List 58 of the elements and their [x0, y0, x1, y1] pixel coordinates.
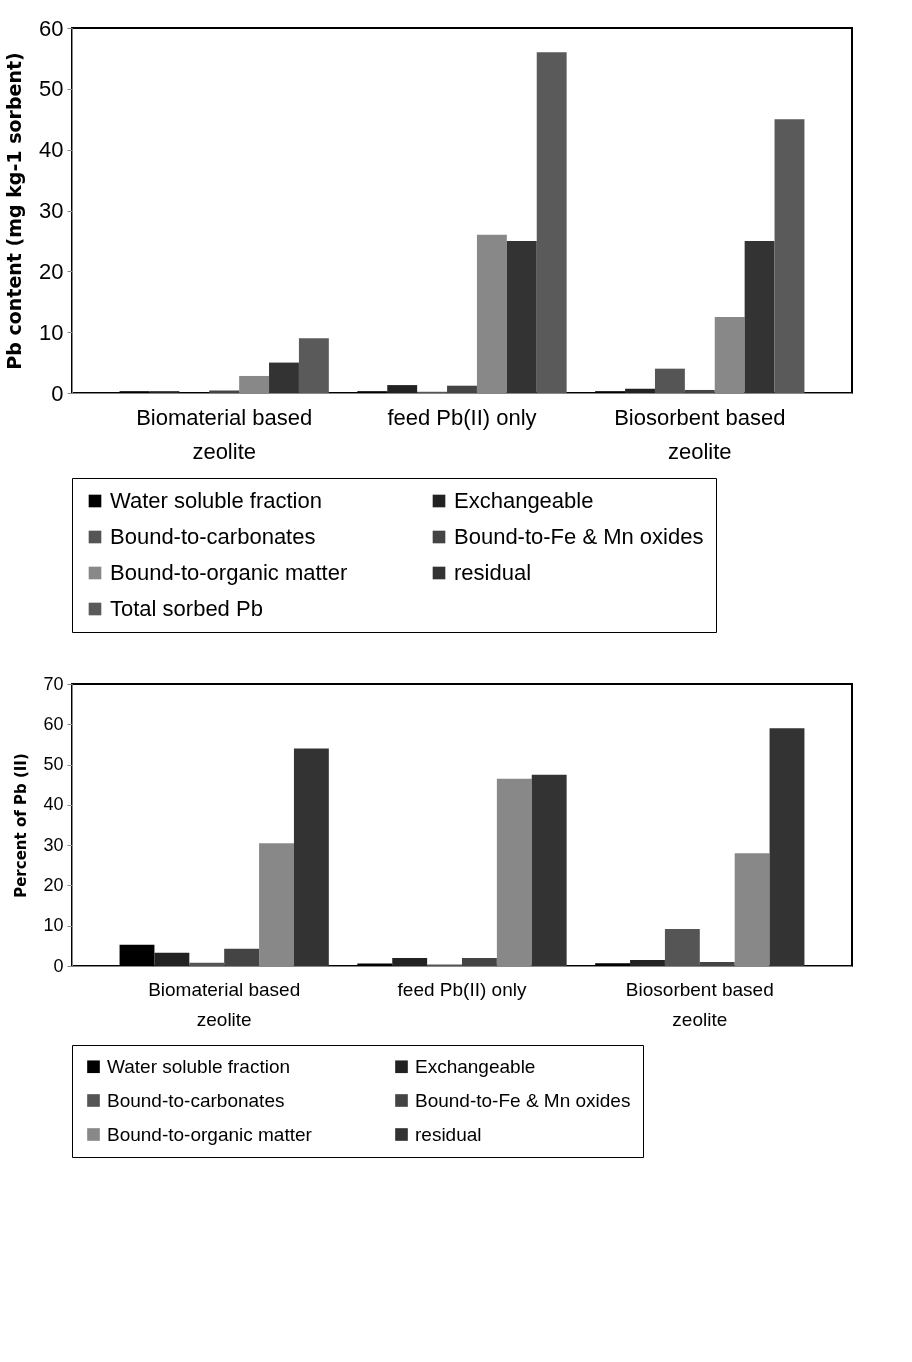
legend-label: Bound-to-organic matter: [107, 1123, 313, 1145]
legend-label: residual: [454, 560, 532, 585]
y-tick-label: 20: [43, 874, 64, 895]
bar: [536, 52, 567, 393]
x-tick-label: Biosorbent based zeolite: [625, 978, 774, 1030]
legend-label: Exchangeable: [415, 1055, 536, 1077]
bar: [506, 240, 537, 393]
y-axis-title: Pb content (mg kg-1 sorbent): [3, 52, 26, 370]
legend-label: Bound-to-carbonates: [110, 524, 316, 549]
legend-label: Water soluble fraction: [110, 488, 322, 513]
y-tick-label: 60: [43, 713, 64, 734]
y-axis-title: Percent of Pb (II): [12, 753, 31, 898]
y-tick-label: 10: [39, 319, 64, 345]
bar: [769, 728, 805, 966]
bar: [630, 959, 665, 966]
x-tick-label: feed Pb(II) only: [397, 978, 527, 1000]
y-tick-label: 20: [39, 258, 64, 284]
legend-label: Bound-to-Fe & Mn oxides: [415, 1089, 631, 1111]
bar: [625, 388, 655, 393]
bar: [293, 748, 329, 966]
bar: [744, 240, 775, 393]
legend-label: residual: [415, 1123, 482, 1145]
bar: [269, 362, 299, 393]
bar: [462, 957, 497, 966]
bar: [189, 962, 225, 966]
legend-label: Bound-to-organic matter: [110, 560, 348, 585]
x-tick-label: feed Pb(II) only: [387, 404, 537, 430]
legend-label: Bound-to-Fe & Mn oxides: [454, 524, 704, 549]
y-tick-label: 50: [43, 754, 64, 775]
x-tick-label: Biomaterial based zeolite: [148, 978, 301, 1030]
y-tick-label: 60: [39, 15, 64, 41]
legend-label: Exchangeable: [454, 488, 594, 513]
bar: [699, 961, 735, 966]
x-tick-label: Biosorbent based zeolite: [614, 404, 786, 464]
x-tick-label: Biomaterial based zeolite: [136, 404, 313, 464]
legend-label: Water soluble fraction: [107, 1055, 291, 1077]
bar: [392, 957, 428, 966]
legend-label: Total sorbed Pb: [110, 596, 263, 621]
y-tick-label: 70: [43, 673, 64, 694]
bar: [654, 368, 685, 393]
bar: [298, 338, 329, 393]
bar: [684, 389, 715, 393]
legend-label: Bound-to-carbonates: [107, 1089, 285, 1111]
y-tick-label: 40: [43, 794, 64, 815]
y-tick-label: 0: [51, 380, 64, 406]
y-tick-label: 50: [39, 76, 64, 102]
y-tick-label: 30: [43, 834, 64, 855]
y-tick-label: 30: [39, 198, 64, 223]
bar: [531, 774, 567, 966]
y-tick-label: 40: [39, 137, 64, 163]
bar: [664, 928, 700, 966]
bar: [224, 948, 260, 966]
bar: [154, 952, 190, 966]
y-tick-label: 0: [53, 955, 64, 976]
bar: [774, 119, 805, 393]
bar: [447, 385, 477, 393]
bar: [387, 385, 418, 393]
y-tick-label: 10: [43, 915, 64, 936]
